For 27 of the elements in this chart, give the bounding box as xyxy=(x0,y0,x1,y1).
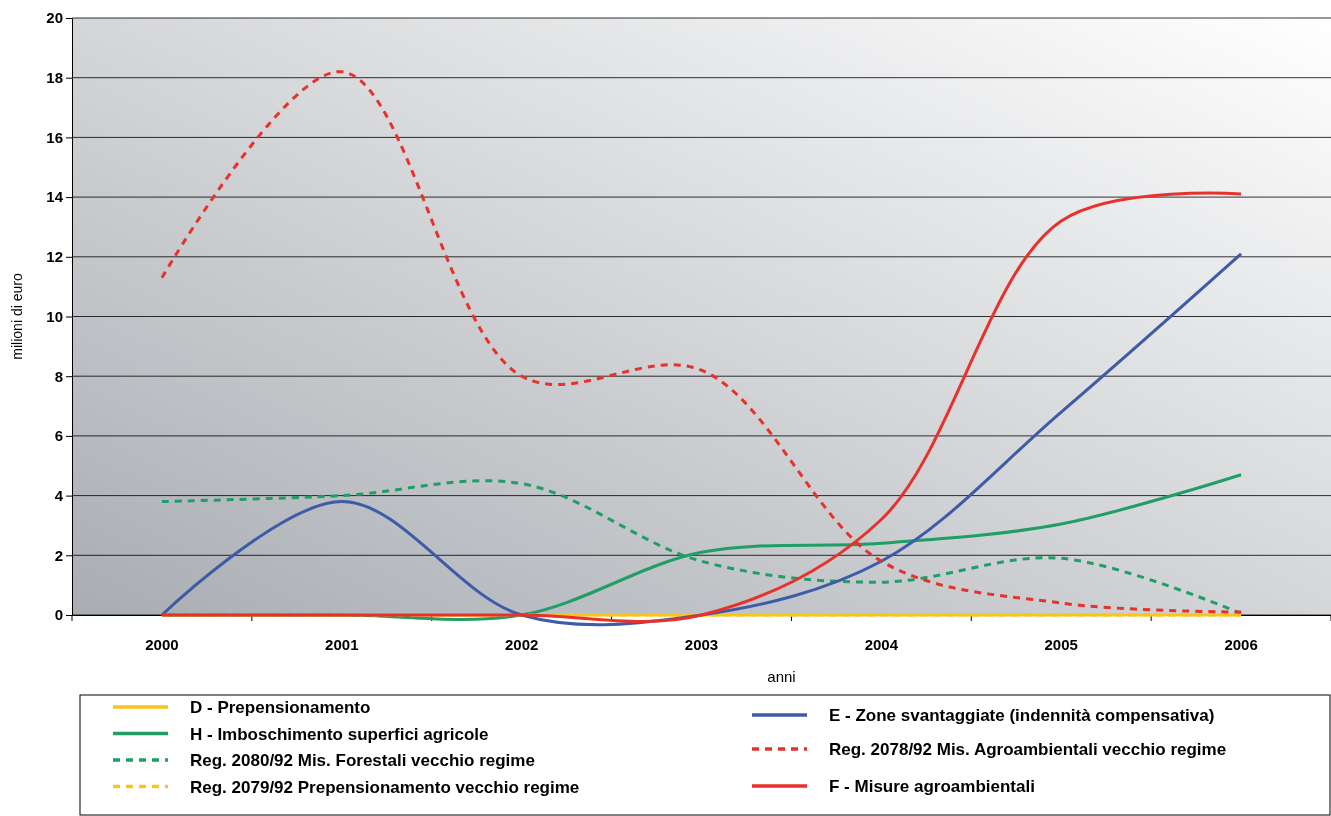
x-tick-label: 2000 xyxy=(145,635,179,653)
y-tick-label: 18 xyxy=(46,69,63,86)
x-tick-label: 2002 xyxy=(504,635,539,653)
legend-label: Reg. 2080/92 Mis. Forestali vecchio regime xyxy=(190,751,535,770)
y-tick-label: 16 xyxy=(46,128,63,146)
legend-label: Reg. 2079/92 Prepensionamento vecchio regime xyxy=(190,777,580,797)
x-tick-label: 2005 xyxy=(1044,635,1078,653)
legend-label: H - Imboschimento superfici agricole xyxy=(190,724,489,744)
y-tick-label: 0 xyxy=(54,606,63,624)
y-tick-label: 8 xyxy=(54,367,63,385)
x-tick-label: 2004 xyxy=(864,635,899,653)
y-tick-label: 14 xyxy=(46,188,64,206)
legend-label: Reg. 2078/92 Mis. Agroambientali vecchio regime xyxy=(829,740,1227,759)
y-tick-label: 6 xyxy=(54,427,63,445)
y-tick-label: 12 xyxy=(46,248,63,266)
x-tick-label: 2003 xyxy=(684,635,719,653)
y-axis-title: milioni di euro xyxy=(9,273,25,360)
y-tick-label: 10 xyxy=(46,307,63,325)
x-axis-title: anni xyxy=(767,668,796,685)
y-tick-label: 20 xyxy=(46,9,63,27)
x-tick-label: 2001 xyxy=(325,635,359,653)
y-tick-label: 2 xyxy=(54,546,63,564)
x-tick-label: 2006 xyxy=(1224,635,1258,653)
legend-label: D - Prepensionamento xyxy=(190,698,371,717)
legend-label: F - Misure agroambientali xyxy=(829,777,1035,796)
y-tick-label: 4 xyxy=(54,486,64,504)
legend-label: E - Zone svantaggiate (indennità compensativa) xyxy=(829,706,1215,725)
